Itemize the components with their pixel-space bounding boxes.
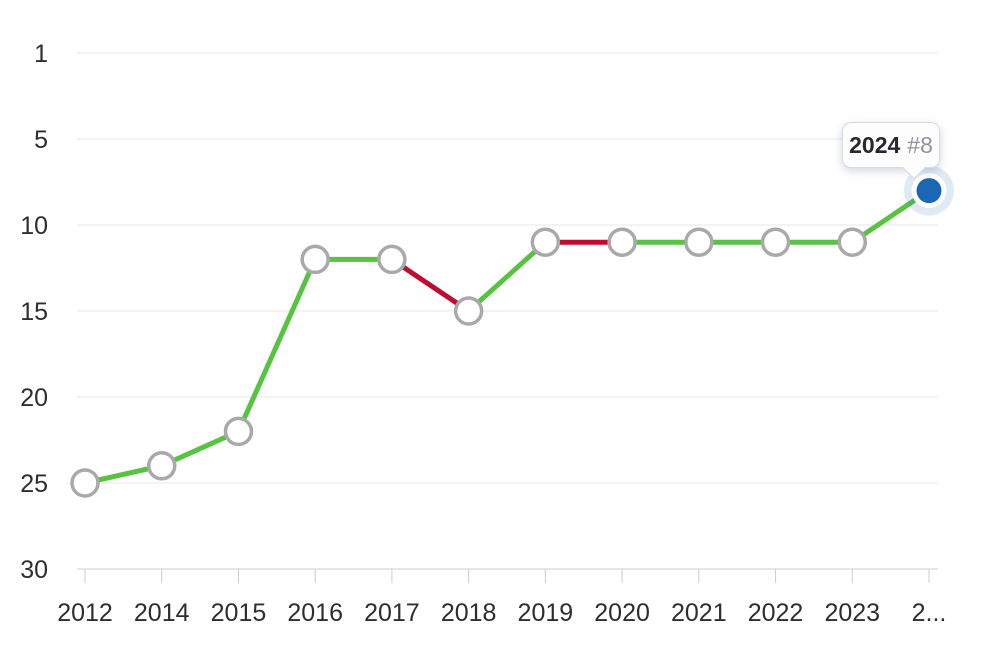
- y-axis-label: 10: [20, 212, 48, 240]
- data-point-marker[interactable]: [684, 227, 714, 257]
- y-axis-label: 20: [20, 384, 48, 412]
- x-axis-label: 2...: [912, 599, 947, 627]
- x-axis-label: 2014: [134, 599, 190, 627]
- x-axis-label: 2018: [441, 599, 497, 627]
- x-axis-label: 2019: [518, 599, 574, 627]
- data-point-marker[interactable]: [146, 451, 177, 481]
- y-axis-label: 30: [20, 556, 48, 584]
- data-point-marker[interactable]: [377, 244, 407, 275]
- x-axis-label: 2023: [824, 599, 880, 627]
- x-axis-label: 2012: [57, 599, 113, 627]
- y-axis-label: 25: [20, 470, 48, 498]
- line-segment: [236, 258, 318, 433]
- x-axis-label: 2020: [594, 599, 650, 627]
- data-point-marker[interactable]: [70, 468, 100, 498]
- x-axis-label: 2021: [671, 599, 727, 627]
- x-axis-label: 2015: [211, 599, 267, 627]
- data-point-marker[interactable]: [760, 227, 791, 257]
- line-segment: [390, 257, 471, 314]
- data-point-marker[interactable]: [300, 244, 330, 275]
- data-point-marker[interactable]: [837, 227, 868, 257]
- y-axis-label: 5: [34, 126, 48, 154]
- x-axis-label: 2017: [364, 599, 420, 627]
- data-point-marker[interactable]: [530, 227, 561, 257]
- highlight-dot[interactable]: [916, 178, 942, 204]
- y-axis-label: 1: [34, 40, 48, 68]
- y-axis-label: 15: [20, 298, 48, 326]
- tooltip: 2024 #8: [842, 122, 940, 179]
- tooltip-rank: #8: [907, 131, 933, 158]
- x-axis-label: 2022: [748, 599, 804, 627]
- data-point-marker[interactable]: [453, 296, 484, 326]
- data-point-marker[interactable]: [223, 416, 254, 447]
- x-axis-label: 2016: [287, 599, 343, 627]
- tooltip-year: 2024: [849, 131, 901, 158]
- line-segment: [466, 240, 548, 313]
- data-point-marker[interactable]: [607, 227, 637, 257]
